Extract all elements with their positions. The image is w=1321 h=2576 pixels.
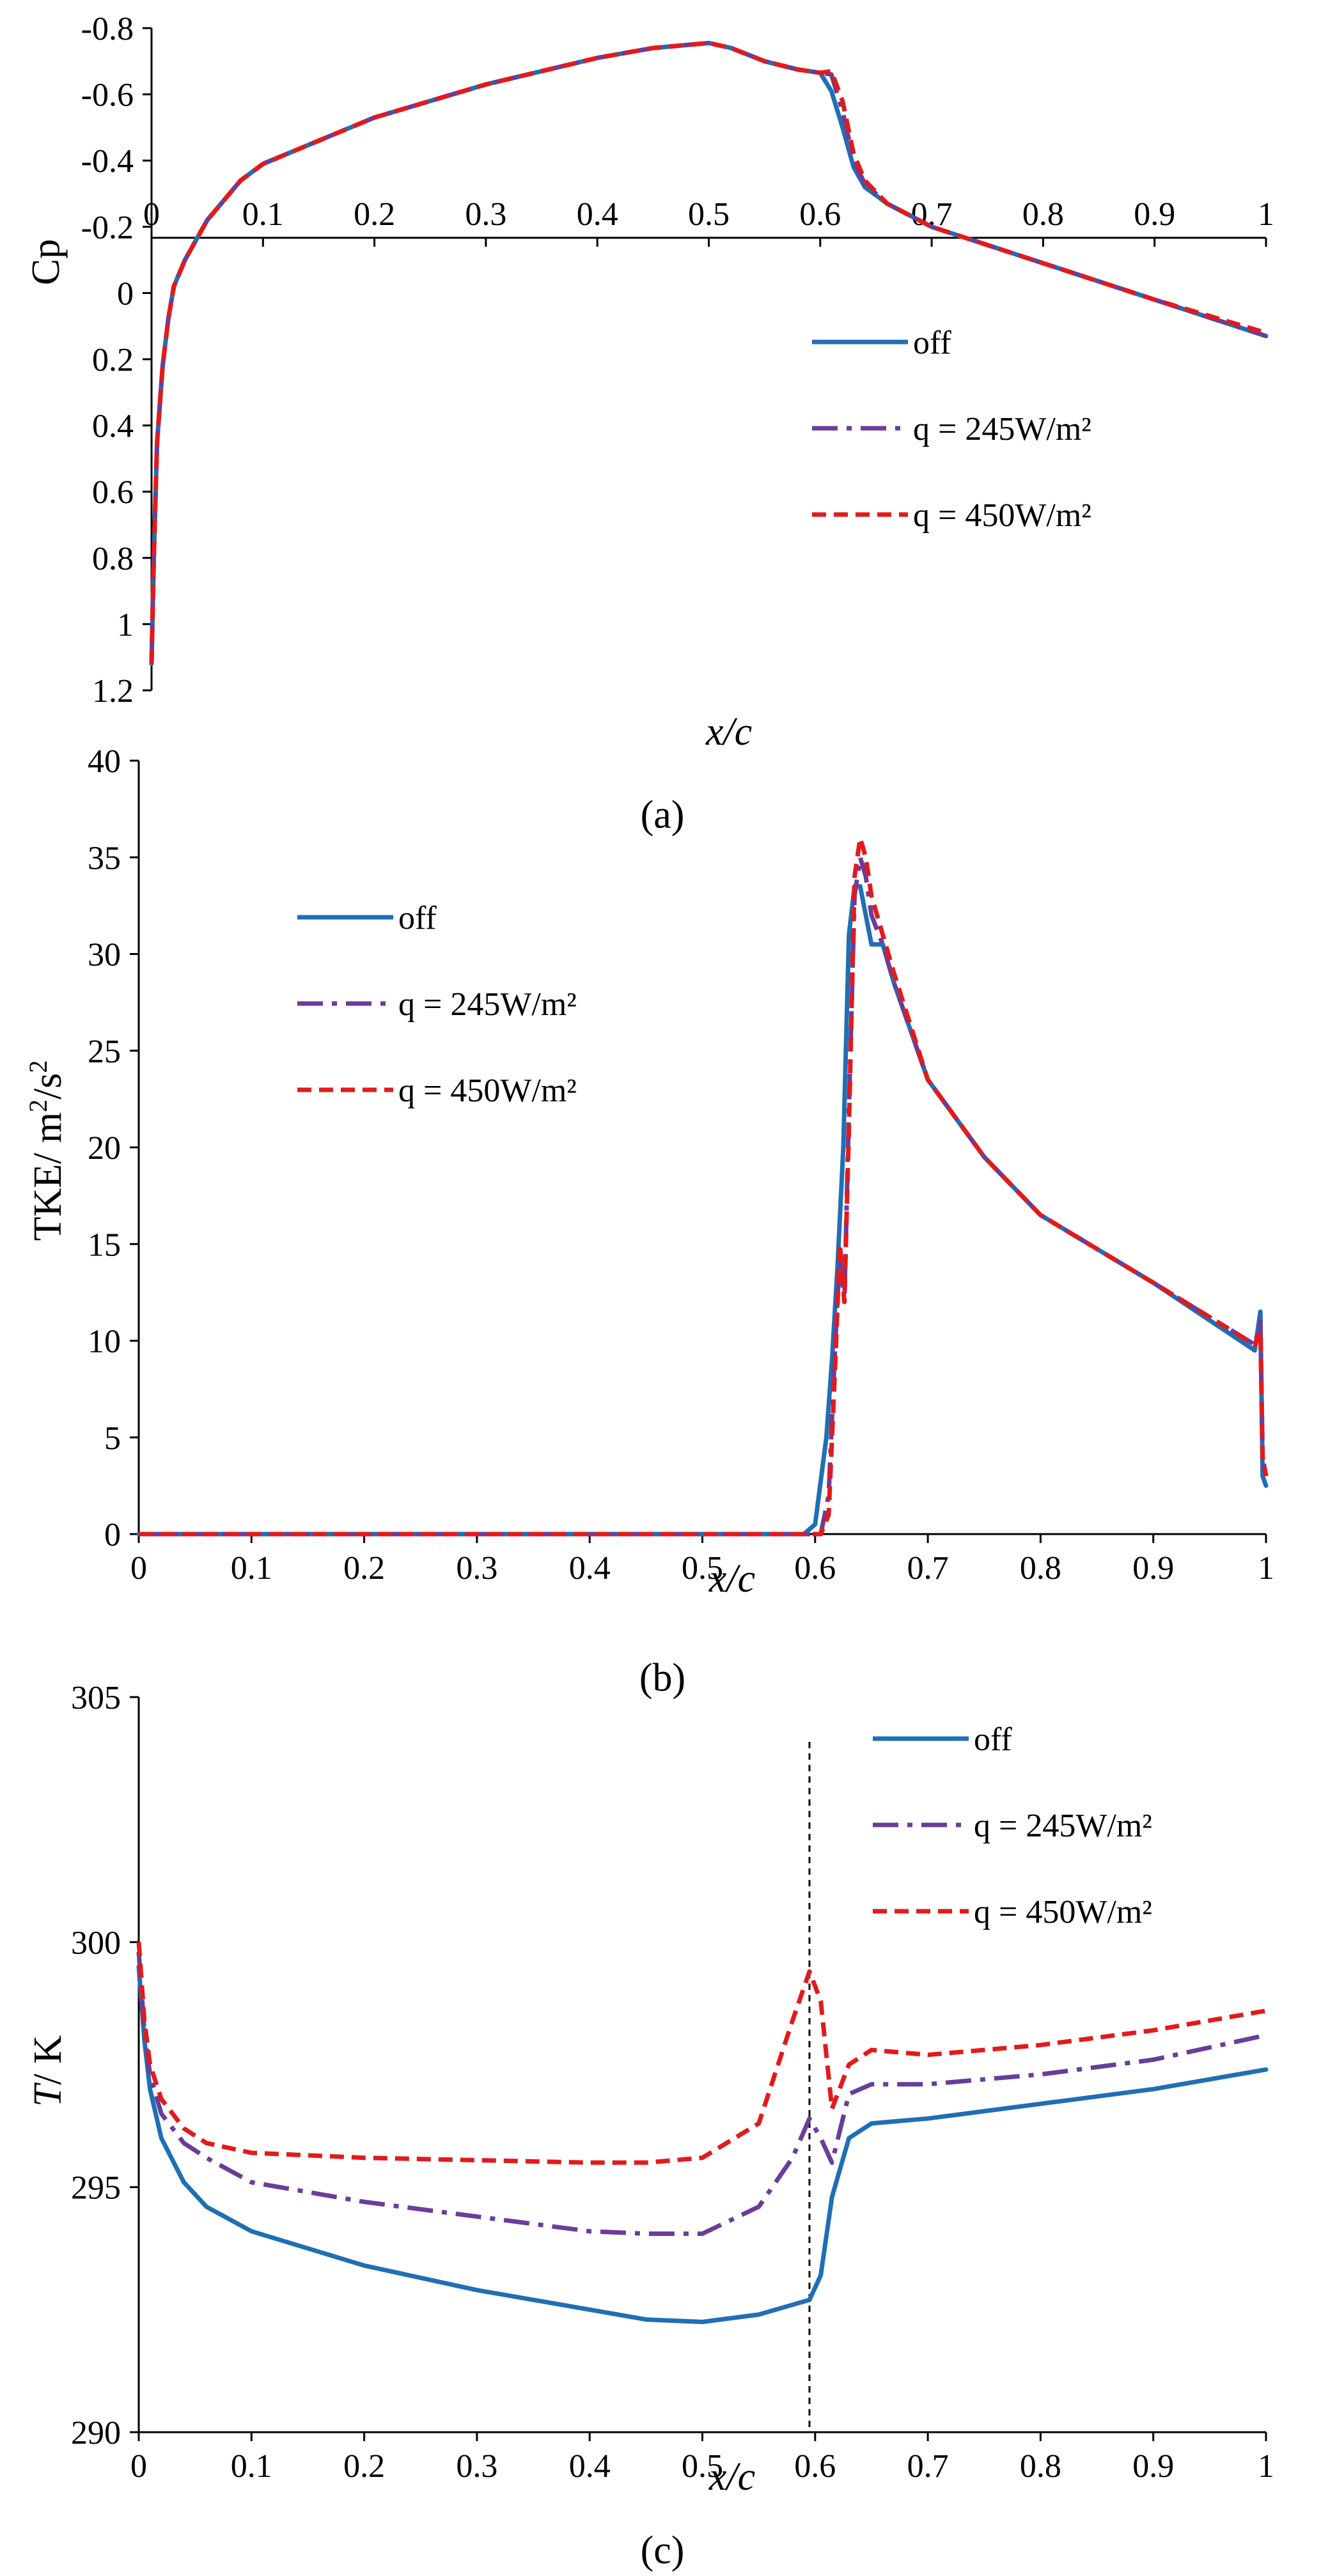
x-tick-label: 0.2 bbox=[354, 196, 395, 233]
y-tick-label: 0 bbox=[104, 1517, 121, 1553]
chart-a-lines bbox=[149, 40, 1269, 667]
x-tick-label: 0.6 bbox=[794, 1550, 836, 1587]
x-tick-label: 0.4 bbox=[577, 196, 618, 233]
x-tick-label: 0.8 bbox=[1020, 1550, 1061, 1587]
legend-label-q450: q = 450W/m² bbox=[398, 1073, 577, 1109]
y-tick-label: -0.4 bbox=[81, 143, 134, 180]
x-tick-label: 1 bbox=[1258, 1550, 1274, 1587]
series-line-off bbox=[136, 884, 1269, 1537]
chart-a-ticks: -0.8-0.6-0.4-0.200.20.40.60.811.20 0.1 0.2… bbox=[81, 11, 1274, 710]
series-line-q245 bbox=[149, 40, 1267, 664]
x-tick-label: 0.6 bbox=[799, 196, 841, 233]
legend-label-q245: q = 245W/m² bbox=[913, 411, 1091, 447]
y-tick-label: -0.2 bbox=[81, 210, 134, 246]
chart-b-ticks: 0 5 10 15 20 25 30 35 40 0 0.1 0.2 0.3 0.4 0.5 0.6 0.7 0.… bbox=[88, 743, 1274, 1587]
series-line-off bbox=[149, 40, 1269, 667]
y-tick-label: 20 bbox=[88, 1130, 121, 1167]
y-tick-label: -0.8 bbox=[81, 11, 134, 47]
chart-a-xlabel: x/c bbox=[705, 710, 752, 754]
x-tick-label: 0.1 bbox=[242, 196, 284, 233]
series-line-off bbox=[136, 1964, 1269, 2324]
x-tick-label: 0.9 bbox=[1132, 2448, 1174, 2485]
x-tick-label: 0.3 bbox=[465, 196, 506, 233]
x-tick-label: 0.8 bbox=[1022, 196, 1064, 233]
y-tick-label: 15 bbox=[88, 1227, 121, 1263]
chart-c: 290 295 300 305 0 0.1 0.2 0.3 0.4 0.5 0.6 0.7 0.8 0.9… bbox=[26, 1680, 1274, 2499]
caption-c: (c) bbox=[641, 2529, 685, 2572]
x-tick-label: 0.7 bbox=[907, 1550, 949, 1587]
x-tick-label: 0 bbox=[130, 1550, 147, 1587]
caption-a: (a) bbox=[641, 793, 685, 837]
x-tick-label: 0.3 bbox=[456, 1550, 497, 1587]
x-tick-label: 0.5 bbox=[682, 1550, 723, 1587]
legend-label-q450: q = 450W/m² bbox=[913, 497, 1091, 534]
y-tick-label: 25 bbox=[88, 1034, 121, 1070]
y-tick-label: 0.6 bbox=[92, 474, 134, 511]
y-tick-label: 0.2 bbox=[92, 342, 134, 378]
x-tick-label: 0.5 bbox=[688, 196, 730, 233]
x-tick-label: 0.9 bbox=[1134, 196, 1175, 233]
y-tick-label: 5 bbox=[104, 1420, 121, 1457]
chart-a: -0.8-0.6-0.4-0.200.20.40.60.811.20 0.1 0.2… bbox=[24, 11, 1274, 754]
chart-b-axes bbox=[137, 761, 1266, 1535]
chart-c-ylabel: T/ K bbox=[26, 2035, 70, 2107]
x-tick-label: 1 bbox=[1258, 196, 1274, 233]
chart-b-legend: off q = 245W/m² q = 450W/m² bbox=[297, 900, 577, 1109]
chart-c-xlabel: x/c bbox=[708, 2455, 755, 2499]
series-line-q245 bbox=[136, 1951, 1267, 2236]
x-tick-label: 0.6 bbox=[794, 2448, 836, 2485]
y-tick-label: 1 bbox=[117, 607, 134, 643]
y-tick-label: 295 bbox=[71, 2170, 121, 2207]
x-tick-label: 0.7 bbox=[907, 2448, 949, 2485]
legend-label-off: off bbox=[913, 325, 951, 361]
chart-b: 0 5 10 15 20 25 30 35 40 0 0.1 0.2 0.3 0.4 0.5 0.6 0.7 0.… bbox=[24, 743, 1274, 1601]
y-tick-label: 0.4 bbox=[92, 408, 134, 445]
caption-b: (b) bbox=[639, 1656, 685, 1700]
series-line-q450 bbox=[149, 40, 1267, 664]
chart-b-lines bbox=[136, 835, 1269, 1537]
y-tick-label: 290 bbox=[71, 2415, 121, 2451]
x-tick-label: 0.4 bbox=[569, 2448, 611, 2485]
y-tick-label: 305 bbox=[71, 1680, 121, 1716]
legend-label-q245: q = 245W/m² bbox=[974, 1808, 1152, 1844]
chart-c-lines bbox=[136, 1742, 1269, 2432]
y-tick-label: 35 bbox=[88, 840, 121, 876]
x-tick-label: 0 bbox=[130, 2448, 147, 2485]
x-tick-label: 0.9 bbox=[1132, 1550, 1174, 1587]
chart-b-ylabel: TKE/ m2/s2 bbox=[24, 1060, 70, 1241]
chart-b-xlabel: x/c bbox=[708, 1557, 755, 1601]
legend-label-off: off bbox=[398, 900, 437, 936]
chart-a-legend: off q = 245W/m² q = 450W/m² bbox=[812, 325, 1091, 534]
series-line-q245 bbox=[139, 855, 1269, 1537]
x-tick-label: 0.1 bbox=[231, 1550, 272, 1587]
chart-c-legend: off q = 245W/m² q = 450W/m² bbox=[873, 1721, 1152, 1930]
y-tick-label: -0.6 bbox=[81, 77, 134, 114]
legend-label-off: off bbox=[974, 1721, 1012, 1758]
x-tick-label: 0.2 bbox=[343, 1550, 385, 1587]
x-tick-label: 0.1 bbox=[231, 2448, 272, 2485]
y-tick-label: 300 bbox=[71, 1925, 121, 1961]
y-tick-label: 1.2 bbox=[92, 673, 134, 710]
legend-label-q245: q = 245W/m² bbox=[398, 986, 577, 1023]
chart-a-ylabel: Cp bbox=[24, 239, 68, 285]
y-tick-label: 0 bbox=[117, 275, 134, 312]
y-tick-label: 40 bbox=[88, 743, 121, 780]
series-line-q450 bbox=[136, 1942, 1267, 2165]
x-tick-label: 0.5 bbox=[682, 2448, 723, 2485]
chart-a-axes bbox=[150, 28, 1266, 690]
x-tick-label: 1 bbox=[1258, 2448, 1274, 2485]
chart-c-ticks: 290 295 300 305 0 0.1 0.2 0.3 0.4 0.5 0.6 0.7 0.8 0.9… bbox=[71, 1680, 1274, 2485]
x-tick-label: 0.2 bbox=[343, 2448, 385, 2485]
series-line-q450 bbox=[139, 835, 1269, 1537]
legend-label-q450: q = 450W/m² bbox=[974, 1894, 1152, 1930]
x-tick-label: 0 bbox=[143, 196, 160, 233]
y-tick-label: 30 bbox=[88, 937, 121, 974]
x-tick-label: 0.8 bbox=[1020, 2448, 1061, 2485]
x-tick-label: 0.4 bbox=[569, 1550, 611, 1587]
y-tick-label: 0.8 bbox=[92, 541, 134, 577]
x-tick-label: 0.3 bbox=[456, 2448, 497, 2485]
y-tick-label: 10 bbox=[88, 1324, 121, 1360]
